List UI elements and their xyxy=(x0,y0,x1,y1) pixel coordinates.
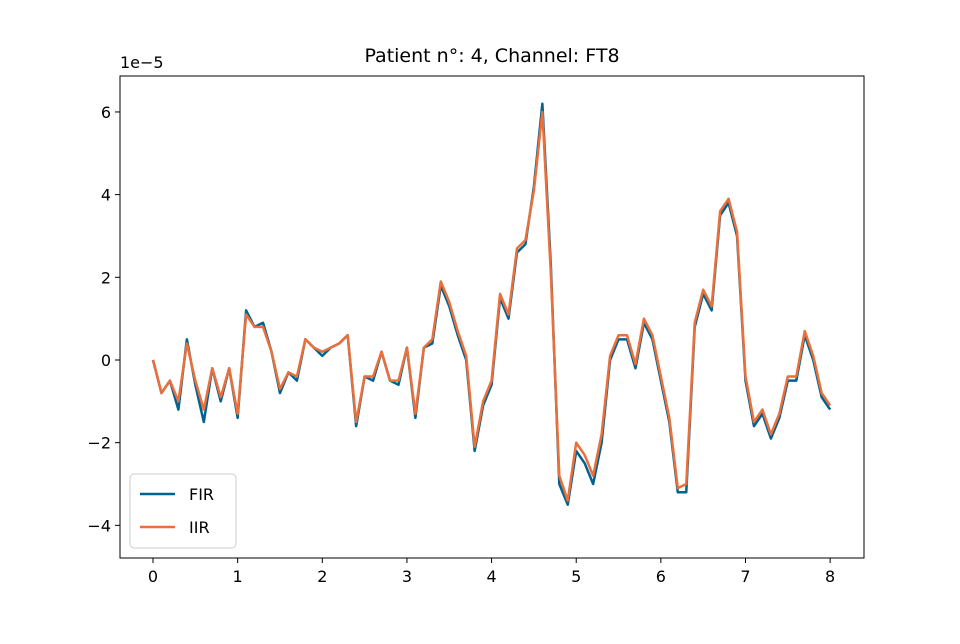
legend-label: IIR xyxy=(189,518,210,537)
y-tick-label: −4 xyxy=(87,516,111,535)
x-tick-label: 2 xyxy=(317,567,327,586)
x-tick-label: 3 xyxy=(402,567,412,586)
legend-box xyxy=(129,473,237,549)
y-tick-label: 4 xyxy=(101,186,111,205)
y-tick-label: 2 xyxy=(101,268,111,287)
plot-frame xyxy=(119,75,865,559)
x-tick-label: 4 xyxy=(486,567,496,586)
legend-label: FIR xyxy=(189,485,214,504)
series-line xyxy=(151,102,832,506)
x-tick-label: 8 xyxy=(825,567,835,586)
y-tick-label: −2 xyxy=(87,434,111,453)
y-tick-label: 0 xyxy=(101,351,111,370)
series-line xyxy=(151,110,832,502)
x-tick-label: 1 xyxy=(233,567,243,586)
y-tick-label: 6 xyxy=(101,103,111,122)
y-offset-label: 1e−5 xyxy=(120,53,164,72)
x-tick-label: 6 xyxy=(656,567,666,586)
chart-title: Patient n°: 4, Channel: FT8 xyxy=(364,45,619,67)
x-tick-label: 0 xyxy=(148,567,158,586)
x-tick-label: 5 xyxy=(571,567,581,586)
x-tick-label: 7 xyxy=(740,567,750,586)
